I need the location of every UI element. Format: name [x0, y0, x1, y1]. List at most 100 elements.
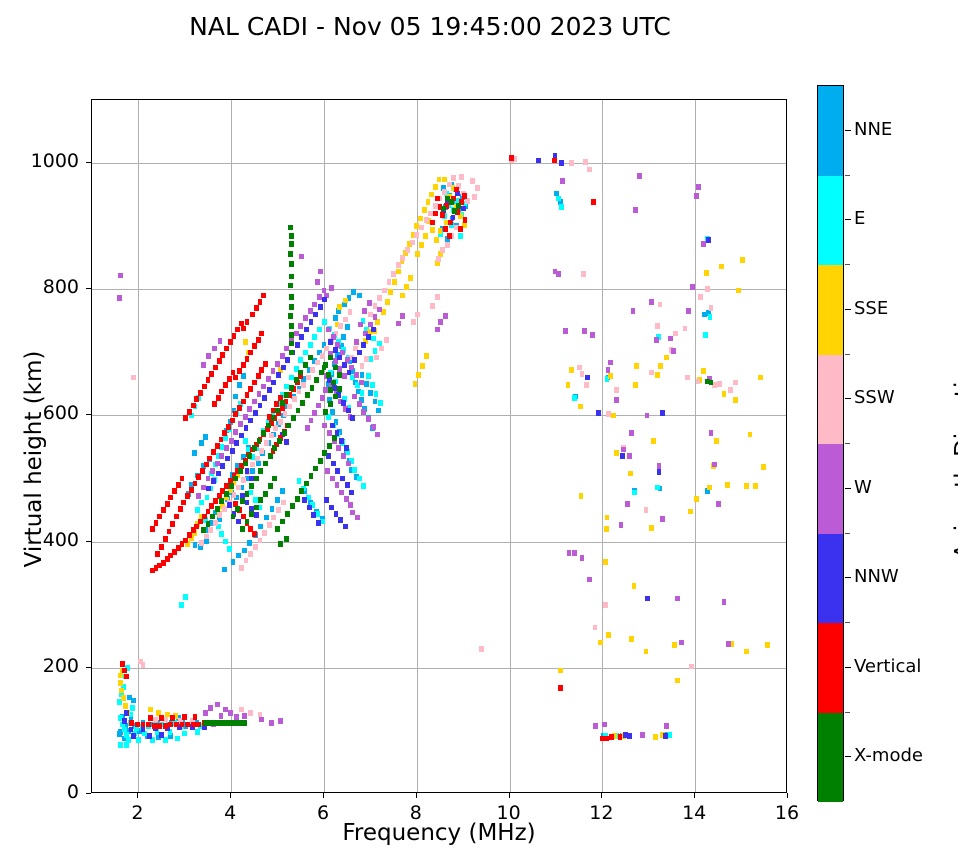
data-point — [305, 494, 311, 501]
data-point — [576, 364, 582, 371]
y-axis-tick — [86, 162, 91, 164]
colorbar-segment-x-mode[interactable] — [818, 712, 843, 802]
data-point — [623, 731, 629, 738]
data-point — [236, 518, 242, 525]
data-point — [392, 278, 397, 285]
data-point — [220, 488, 226, 494]
data-point — [201, 513, 207, 520]
data-point — [118, 715, 124, 722]
data-point — [361, 408, 367, 415]
data-point — [250, 311, 255, 318]
data-point — [436, 176, 442, 183]
data-point — [725, 482, 731, 488]
colorbar-tick — [845, 487, 851, 489]
data-point — [209, 519, 215, 526]
colorbar-segment-e[interactable] — [818, 175, 843, 265]
data-point — [198, 518, 203, 525]
data-point — [250, 468, 255, 474]
data-point — [122, 667, 127, 674]
data-point — [122, 726, 127, 733]
data-point — [240, 476, 246, 483]
data-point — [252, 543, 258, 550]
data-point — [660, 731, 666, 738]
data-point — [747, 431, 753, 438]
colorbar-boundary-tick — [845, 264, 850, 265]
data-point — [275, 497, 281, 503]
data-point — [263, 490, 268, 497]
data-point — [244, 499, 250, 506]
data-point — [233, 411, 239, 418]
colorbar-segment-nnw[interactable] — [818, 533, 843, 623]
data-point — [289, 233, 294, 240]
data-point — [359, 372, 365, 378]
data-point — [147, 733, 152, 739]
data-point — [238, 468, 243, 474]
data-point — [325, 468, 331, 474]
data-point — [366, 416, 371, 423]
data-point — [248, 526, 254, 532]
data-point — [346, 369, 352, 376]
data-point — [288, 224, 293, 231]
data-point — [271, 379, 277, 386]
data-point — [222, 566, 228, 573]
data-point — [552, 152, 558, 159]
data-point — [265, 422, 271, 429]
data-point — [201, 383, 207, 390]
data-point — [317, 268, 323, 275]
data-point — [617, 734, 623, 741]
data-point — [289, 374, 294, 381]
data-point — [222, 505, 228, 512]
data-point — [319, 518, 325, 525]
data-point — [217, 512, 223, 518]
data-point — [182, 730, 188, 737]
data-point — [261, 292, 267, 299]
data-point — [248, 386, 254, 392]
data-point — [244, 518, 250, 525]
data-point — [352, 357, 358, 363]
colorbar-segment-w[interactable] — [818, 444, 843, 534]
colorbar[interactable] — [817, 85, 844, 802]
data-point — [626, 733, 632, 739]
data-point — [593, 723, 599, 729]
colorbar-boundary-tick — [845, 711, 850, 713]
data-point — [195, 729, 201, 735]
data-point — [296, 478, 302, 484]
data-point — [117, 699, 123, 705]
data-point — [708, 379, 714, 386]
data-point — [293, 377, 299, 383]
data-point — [359, 363, 365, 370]
data-point — [410, 232, 416, 238]
data-point — [336, 392, 342, 399]
data-point — [321, 364, 327, 371]
colorbar-segment-sse[interactable] — [818, 265, 843, 355]
data-point — [238, 706, 244, 713]
data-point — [170, 715, 176, 722]
data-point — [455, 209, 461, 216]
data-point — [666, 731, 672, 738]
data-point — [233, 500, 239, 507]
x-axis-tick — [323, 793, 324, 798]
colorbar-segment-vertical[interactable] — [818, 623, 843, 713]
data-point — [208, 720, 214, 727]
data-point — [321, 287, 327, 294]
data-point — [277, 394, 283, 401]
data-point — [251, 445, 257, 452]
colorbar-segment-ssw[interactable] — [818, 354, 843, 444]
data-point — [207, 455, 213, 462]
data-point — [234, 440, 240, 447]
data-point — [604, 514, 610, 521]
data-point — [159, 731, 165, 738]
colorbar-boundary-tick — [845, 622, 850, 623]
data-point — [267, 483, 273, 489]
data-point — [345, 407, 351, 414]
plot-area[interactable] — [91, 99, 787, 793]
colorbar-segment-nne[interactable] — [818, 86, 843, 176]
data-point — [663, 723, 669, 729]
data-point — [202, 720, 208, 727]
data-point — [268, 432, 274, 439]
data-point — [123, 731, 129, 738]
data-point — [237, 405, 242, 411]
data-point — [611, 412, 616, 419]
data-point — [454, 186, 460, 193]
data-point — [239, 526, 245, 532]
